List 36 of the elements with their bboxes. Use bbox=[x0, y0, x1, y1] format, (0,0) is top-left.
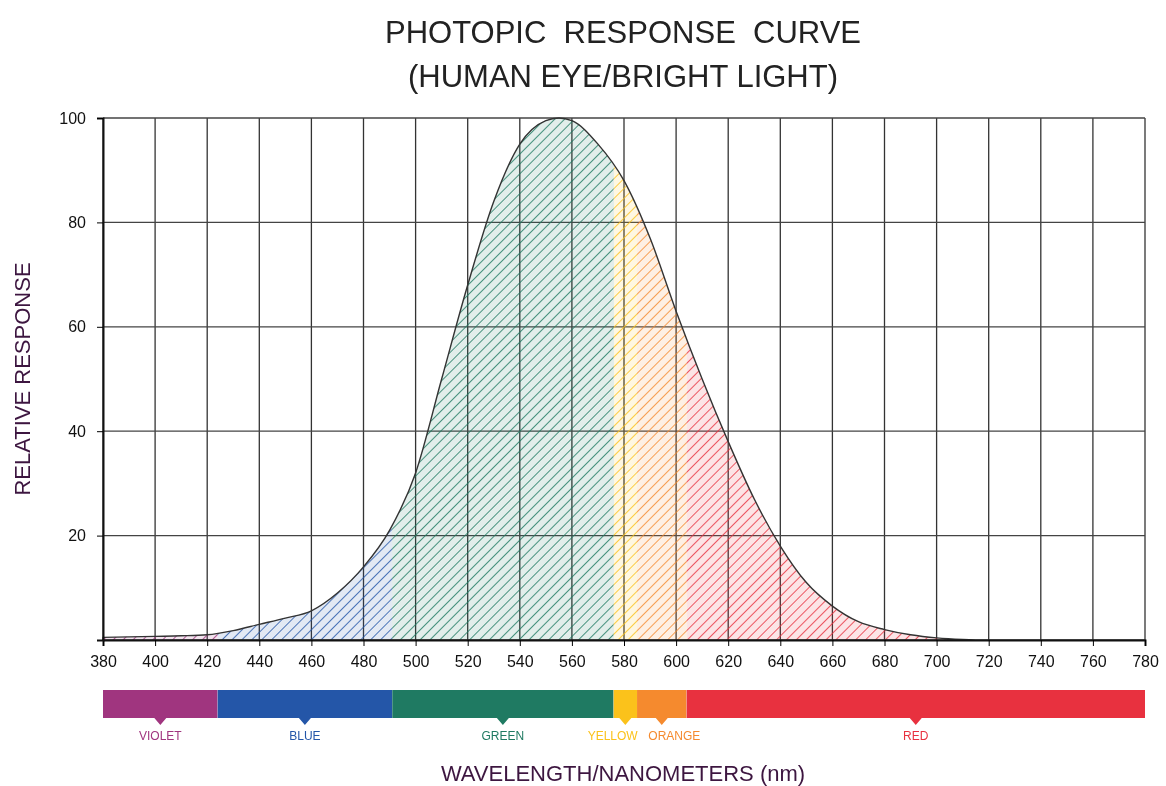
y-tick-label: 100 bbox=[59, 109, 87, 127]
x-tick-label: 640 bbox=[767, 652, 795, 670]
x-tick-label: 480 bbox=[350, 652, 378, 670]
y-axis-title: RELATIVE RESPONSE bbox=[10, 262, 35, 496]
x-tick-label: 620 bbox=[715, 652, 743, 670]
x-axis-title: WAVELENGTH/NANOMETERS (nm) bbox=[440, 761, 806, 786]
x-tick-label: 520 bbox=[454, 652, 482, 670]
x-tick-label: 580 bbox=[611, 652, 638, 670]
y-tick-label: 40 bbox=[68, 422, 87, 440]
band-label: BLUE bbox=[289, 729, 321, 743]
x-tick-label: 660 bbox=[819, 652, 847, 670]
band-label: GREEN bbox=[481, 729, 525, 743]
x-tick-label: 780 bbox=[1132, 652, 1159, 670]
x-tick-label: 680 bbox=[871, 652, 899, 670]
x-tick-label: 560 bbox=[559, 652, 586, 670]
y-tick-label: 20 bbox=[68, 527, 87, 545]
band-label: YELLOW bbox=[587, 729, 639, 743]
band-label: RED bbox=[903, 729, 929, 743]
x-tick-label: 460 bbox=[298, 652, 326, 670]
chart-title: PHOTOPIC RESPONSE CURVE bbox=[384, 15, 862, 50]
x-tick-label: 400 bbox=[142, 652, 170, 670]
x-tick-label: 740 bbox=[1027, 652, 1055, 670]
x-tick-label: 720 bbox=[975, 652, 1003, 670]
x-tick-label: 500 bbox=[402, 652, 430, 670]
x-tick-label: 380 bbox=[90, 652, 117, 670]
x-tick-label: 540 bbox=[506, 652, 534, 670]
x-tick-label: 760 bbox=[1080, 652, 1107, 670]
x-tick-label: 420 bbox=[194, 652, 222, 670]
x-tick-label: 440 bbox=[246, 652, 274, 670]
chart-subtitle: (HUMAN EYE/BRIGHT LIGHT) bbox=[407, 59, 839, 94]
band-label: VIOLET bbox=[138, 729, 183, 743]
band-label: ORANGE bbox=[648, 729, 701, 743]
x-tick-label: 700 bbox=[923, 652, 951, 670]
y-tick-label: 60 bbox=[68, 318, 87, 336]
x-tick-label: 600 bbox=[663, 652, 691, 670]
y-tick-label: 80 bbox=[68, 214, 87, 232]
